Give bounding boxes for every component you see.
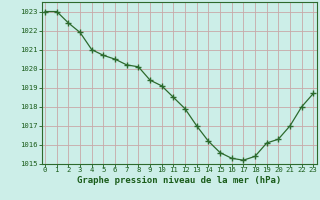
X-axis label: Graphe pression niveau de la mer (hPa): Graphe pression niveau de la mer (hPa) [77, 176, 281, 185]
